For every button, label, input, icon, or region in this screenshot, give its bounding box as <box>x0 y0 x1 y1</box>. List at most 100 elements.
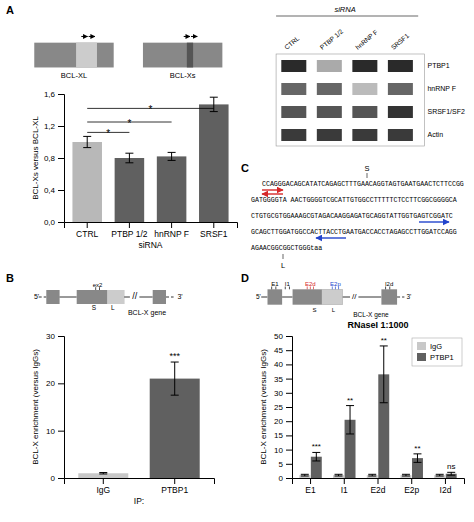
blot-row-label: PTBP1 <box>427 62 449 69</box>
gene-tick <box>307 287 308 290</box>
y-tick-label: 30 <box>46 332 55 341</box>
blot-column-label: SRSF1 <box>390 32 411 51</box>
y-tick-mark <box>286 379 292 380</box>
blot-band <box>281 129 306 141</box>
y-tick: 10 <box>274 446 292 455</box>
gene-tick <box>310 287 311 290</box>
error-bar-cap <box>210 111 218 112</box>
x-tick-mark <box>129 222 130 228</box>
legend: IgGPTBP1 <box>412 338 462 366</box>
error-bar-cap <box>346 405 354 406</box>
error-bar-cap <box>346 433 354 434</box>
error-bar <box>436 474 444 476</box>
gene-line <box>139 297 152 298</box>
error-bar-cap <box>413 453 421 454</box>
annotation: S <box>364 164 369 173</box>
y-tick-mark <box>58 158 64 159</box>
y-tick-label: 45 <box>274 346 283 355</box>
error-bar <box>210 97 218 111</box>
x-axis-title: IP: <box>134 496 144 506</box>
y-tick-label: 10 <box>274 446 283 455</box>
error-bar-cap <box>99 473 107 474</box>
x-tick-label: SRSF1 <box>200 229 228 239</box>
y-tick-mark <box>286 421 292 422</box>
error-bar <box>380 346 388 403</box>
y-tick: 5 <box>279 460 292 469</box>
x-tick: hnRNP F <box>154 222 189 239</box>
blot-band <box>281 106 306 118</box>
y-tick-label: 0,0 <box>44 218 56 227</box>
blot-band <box>352 83 377 95</box>
gene-line <box>261 297 267 298</box>
y-tick-mark <box>286 407 292 408</box>
x-tick-label: PTBP1 <box>161 485 188 495</box>
blot-band <box>388 106 413 118</box>
error-bar-cap <box>83 147 91 148</box>
blot-band <box>281 60 306 72</box>
error-bar-line <box>129 153 130 163</box>
gene-tick <box>335 287 336 290</box>
x-tick: PTBP 1/2 <box>111 222 147 239</box>
annotation: 3' <box>177 293 182 300</box>
blot-band <box>352 60 377 72</box>
schematic-box <box>187 43 193 68</box>
y-tick-label: 35 <box>274 375 283 384</box>
annotation: E2p <box>330 281 341 287</box>
x-tick: I2d <box>440 478 452 495</box>
y-tick-mark <box>58 431 64 432</box>
gene-tick <box>95 287 96 290</box>
y-tick-label: 40 <box>274 360 283 369</box>
x-tick: IgG <box>96 478 110 495</box>
x-tick-mark <box>445 478 446 484</box>
error-bar-line <box>213 97 214 111</box>
significance-label: * <box>127 118 131 129</box>
blot-frame <box>276 54 424 146</box>
y-axis-line <box>286 337 293 479</box>
blot-row-label: Actin <box>427 131 443 138</box>
x-tick: E2p <box>404 478 419 495</box>
y-tick-mark <box>286 350 292 351</box>
figure-svg: ABCL-XLBCL-XssiRNACTRLPTBP 1/2hnRNP FSRS… <box>0 0 474 522</box>
annotation: // <box>352 292 357 301</box>
legend-swatch <box>417 353 426 361</box>
significance-label: ** <box>347 396 353 405</box>
site-tick <box>283 254 284 259</box>
x-tick-label: PTBP 1/2 <box>111 229 147 239</box>
panel-d-gene: D5'E1I1E2dE2pSL//I2d3'BCL-X gene <box>241 272 411 319</box>
error-bar-cap <box>171 395 179 396</box>
error-bar-cap <box>447 472 455 473</box>
y-tick: 40 <box>274 360 292 369</box>
gene-tick <box>275 287 276 290</box>
arrow <box>81 36 87 37</box>
blot-band <box>281 83 306 95</box>
arrow <box>191 36 197 37</box>
panel-label: A <box>6 4 14 16</box>
y-tick: 0 <box>51 474 64 483</box>
site-tick <box>367 173 368 178</box>
y-axis: 05101520253035404550 <box>274 332 292 483</box>
significance-labels: *** <box>106 104 152 139</box>
y-axis-line <box>58 337 65 479</box>
error-bar-line <box>174 362 175 395</box>
error-bar-cap <box>301 474 309 475</box>
y-tick-label: 20 <box>46 379 55 388</box>
panel-a-schematic: ABCL-XLBCL-Xs <box>6 4 222 80</box>
y-tick-label: 10 <box>46 427 55 436</box>
sequence-line: GCAGCTTGGATGGCCACTTACCTGAATGACCACCTAGAGC… <box>251 229 457 236</box>
exon <box>322 289 343 304</box>
error-bar <box>447 472 455 475</box>
error-bar-cap <box>335 474 343 475</box>
bar <box>78 473 128 478</box>
figure: ABCL-XLBCL-XssiRNACTRLPTBP 1/2hnRNP FSRS… <box>0 0 474 522</box>
panel-label: B <box>6 272 14 284</box>
bar <box>72 142 102 222</box>
sequence-line: AGAACGGCGGCTGGGtaa <box>251 245 322 252</box>
y-tick-label: 30 <box>274 389 283 398</box>
error-bar <box>335 474 343 476</box>
blot-band <box>317 106 342 118</box>
x-axis: CTRLPTBP 1/2hnRNP FSRSF1 <box>65 222 238 239</box>
error-bar <box>301 474 309 476</box>
error-bar-line <box>383 346 384 403</box>
error-bar-cap <box>335 476 343 477</box>
western-blot: siRNACTRLPTBP 1/2hnRNP FSRSF1PTBP1hnRNP … <box>276 5 465 146</box>
